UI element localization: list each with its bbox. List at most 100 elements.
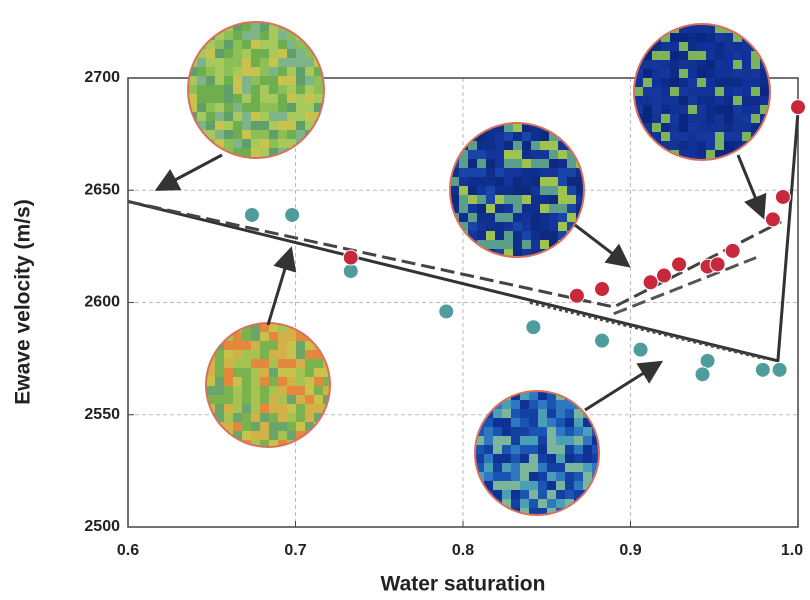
inset-texel [242, 368, 251, 377]
inset-texel [556, 418, 565, 427]
line [529, 301, 765, 361]
inset-texel [769, 159, 770, 160]
inset-texel [215, 58, 224, 67]
inset-texel [206, 103, 215, 112]
inset-texel [547, 391, 556, 400]
inset-texel [477, 240, 486, 249]
inset-texel [652, 96, 661, 105]
inset-texel [679, 24, 688, 33]
inset-texel [278, 157, 287, 158]
inset-texel [565, 409, 574, 418]
inset-texel [697, 69, 706, 78]
inset-texel [751, 141, 760, 150]
point [568, 287, 585, 304]
inset-texel [486, 141, 495, 150]
inset-texel [296, 332, 305, 341]
inset-texel [733, 42, 742, 51]
inset-texel [592, 391, 599, 400]
inset-texel [260, 22, 269, 31]
inset-texel [206, 67, 215, 76]
inset-texel [583, 499, 592, 508]
inset-texel [556, 472, 565, 481]
inset-texel [502, 490, 511, 499]
inset-texel [522, 204, 531, 213]
inset-texel [314, 440, 323, 447]
inset-texel [493, 472, 502, 481]
inset-texel [269, 404, 278, 413]
inset-texel [715, 78, 724, 87]
inset-texel [242, 103, 251, 112]
inset-texel [520, 508, 529, 515]
inset-texel [567, 204, 576, 213]
inset-texel [670, 132, 679, 141]
inset-texel [556, 400, 565, 409]
inset-texel [592, 454, 599, 463]
inset-texel [251, 440, 260, 447]
inset-texel [760, 42, 769, 51]
inset-texel [260, 332, 269, 341]
inset-texel [661, 42, 670, 51]
inset-texel [468, 168, 477, 177]
inset-texel [323, 148, 324, 157]
inset-texel [296, 359, 305, 368]
inset-texel [634, 141, 643, 150]
inset-texel [511, 445, 520, 454]
inset-texel [477, 213, 486, 222]
inset-texel [531, 249, 540, 257]
inset-texel [224, 49, 233, 58]
inset-texel [251, 139, 260, 148]
inset-texel [493, 436, 502, 445]
inset-texel [540, 132, 549, 141]
inset-texel [188, 67, 197, 76]
inset-texel [511, 490, 520, 499]
inset-texel [688, 42, 697, 51]
inset-texel [215, 440, 224, 447]
inset-texel [531, 186, 540, 195]
inset-texel [661, 123, 670, 132]
inset-texel [540, 195, 549, 204]
inset-texel [260, 31, 269, 40]
inset-texel [574, 454, 583, 463]
inset-texel [511, 463, 520, 472]
inset-texel [522, 141, 531, 150]
x-tick-label: 1.0 [781, 542, 803, 559]
inset-texel [260, 40, 269, 49]
inset-texel [269, 22, 278, 31]
inset-texel [269, 148, 278, 157]
inset-texel [468, 150, 477, 159]
inset-texel [697, 24, 706, 33]
inset-texel [233, 148, 242, 157]
inset-texel [459, 186, 468, 195]
inset-texel [760, 150, 769, 159]
inset-texel [215, 94, 224, 103]
inset-texel [769, 123, 770, 132]
inset-texel [529, 490, 538, 499]
inset-texel [486, 222, 495, 231]
inset-texel [513, 186, 522, 195]
inset-texel [486, 213, 495, 222]
inset-texel [323, 332, 330, 341]
inset-texel [565, 427, 574, 436]
inset-texel [547, 418, 556, 427]
inset-texel [634, 96, 643, 105]
inset-texel [679, 33, 688, 42]
inset-texel [278, 49, 287, 58]
inset-texel [670, 114, 679, 123]
inset-texel [484, 481, 493, 490]
inset-texel [323, 121, 324, 130]
inset-texel [697, 114, 706, 123]
inset-texel [215, 130, 224, 139]
inset-texel [233, 368, 242, 377]
inset-texel [531, 195, 540, 204]
inset-texel [251, 148, 260, 157]
inset-texel [484, 418, 493, 427]
inset-texel [540, 177, 549, 186]
inset-texel [715, 105, 724, 114]
inset-texel [502, 499, 511, 508]
inset-texel [549, 141, 558, 150]
inset-texel [652, 123, 661, 132]
inset-texel [576, 204, 584, 213]
inset-texel [305, 404, 314, 413]
inset-texel [670, 33, 679, 42]
inset-texel [520, 400, 529, 409]
